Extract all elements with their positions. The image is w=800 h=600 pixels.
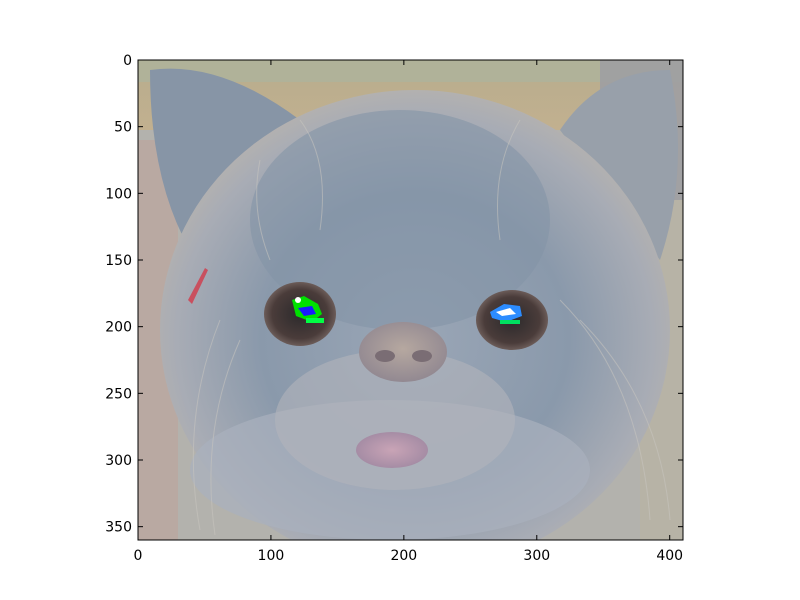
x-tick-label: 300 (523, 548, 550, 564)
dog-photo (138, 60, 683, 540)
y-tick-label: 350 (105, 520, 132, 536)
y-tick-label: 150 (105, 253, 132, 269)
y-tick-label: 200 (105, 320, 132, 336)
eye-highlight-left (292, 296, 324, 323)
x-tick-label: 0 (134, 548, 143, 564)
y-axis-ticks: 0 50 100 150 200 250 300 350 (105, 53, 683, 536)
y-tick-label: 0 (123, 53, 132, 69)
axes-frame (137, 59, 684, 541)
x-tick-label: 200 (390, 548, 417, 564)
eye-highlight-right (490, 304, 522, 324)
x-tick-label: 100 (258, 548, 285, 564)
y-tick-label: 100 (105, 186, 132, 202)
y-tick-label: 300 (105, 453, 132, 469)
x-axis-ticks: 0 100 200 300 400 (134, 60, 683, 564)
y-tick-label: 50 (114, 120, 132, 136)
y-tick-label: 250 (105, 386, 132, 402)
x-tick-label: 400 (656, 548, 683, 564)
